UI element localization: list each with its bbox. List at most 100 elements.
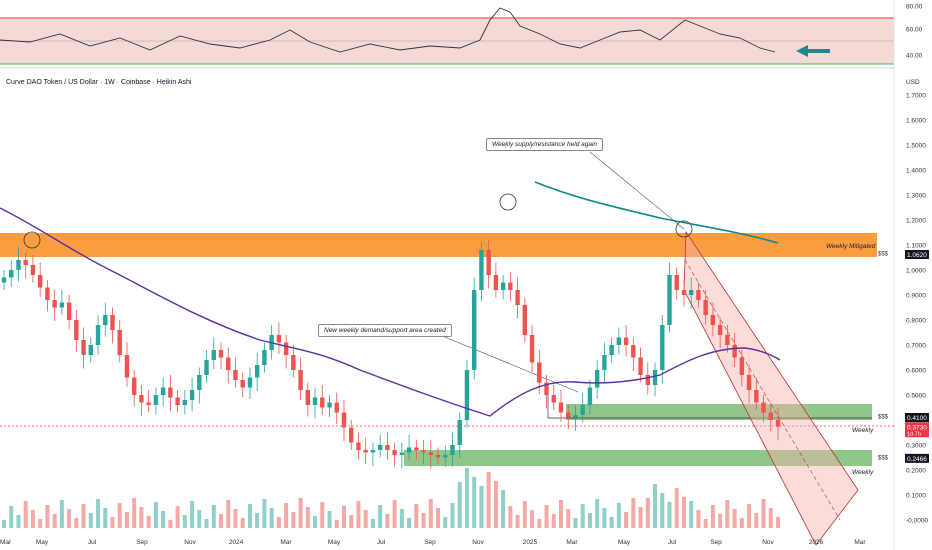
candle-body	[182, 400, 188, 405]
candle-body	[240, 380, 245, 388]
candle-body	[327, 402, 332, 408]
volume-bar	[378, 505, 383, 528]
candle-body	[276, 335, 282, 343]
volume-bar	[269, 508, 274, 528]
volume-bar	[725, 500, 730, 528]
volume-bar	[45, 505, 50, 528]
x-tick-label: 2024	[229, 539, 244, 546]
x-tick-label: Mar	[280, 539, 292, 546]
candle-body	[515, 290, 520, 305]
rsi-y-axis[interactable]: 80.00 60.00 40.00	[906, 4, 923, 60]
y-tick-label: 1.4000	[906, 168, 926, 175]
volume-bar	[9, 506, 14, 528]
volume-bar	[501, 490, 506, 528]
volume-bar	[689, 501, 694, 528]
candle-body	[45, 287, 50, 300]
volume-bar	[349, 515, 354, 528]
candle-body	[645, 375, 650, 385]
candle-body	[88, 345, 94, 355]
x-tick-label: Sep	[136, 539, 148, 546]
candle-body	[725, 335, 730, 345]
candle-body	[30, 265, 36, 275]
candle-body	[363, 450, 368, 453]
volume-bar	[754, 513, 759, 528]
x-tick-label: May	[36, 539, 49, 546]
volume-bar	[414, 504, 419, 528]
weekly-supply-zone	[0, 233, 877, 257]
candle-body	[283, 342, 289, 355]
volume-bar	[457, 482, 462, 528]
volume-bar	[530, 510, 535, 528]
candle-body	[9, 270, 14, 278]
candle-body	[537, 362, 542, 383]
volume-bar	[211, 505, 216, 528]
candle-body	[312, 397, 318, 405]
x-axis[interactable]: Mar May Jul Sep Nov 2024 Mar May Jul Sep Nov 2025 Ma…	[0, 539, 866, 546]
volume-bar	[276, 517, 281, 528]
x-tick-label: Jul	[88, 539, 97, 546]
candle-body	[226, 357, 231, 370]
volume-bar	[558, 500, 563, 528]
volume-bar	[38, 519, 43, 528]
high-marker-2	[499, 193, 517, 211]
candle-body	[457, 420, 462, 445]
candle-body	[594, 370, 600, 388]
candle-body	[616, 337, 622, 345]
candle-body	[710, 315, 716, 325]
candle-body	[218, 350, 224, 358]
candle-body	[291, 355, 296, 370]
volume-bar	[464, 468, 469, 528]
x-tick-label: May	[618, 539, 631, 546]
price-badge-value: 0.3730	[907, 424, 927, 431]
candle-body	[146, 402, 151, 405]
candles	[1, 240, 781, 469]
y-tick-label: -0.0000	[906, 518, 928, 525]
candle-body	[667, 275, 672, 325]
candle-body	[587, 387, 593, 405]
candle-body	[428, 452, 433, 455]
candle-body	[81, 340, 86, 355]
candle-body	[435, 455, 441, 458]
y-axis[interactable]: 1.7000 1.6000 1.5000 1.4000 1.3000 1.2000 1.10…	[906, 93, 928, 525]
volume-bar	[110, 517, 115, 528]
volume-bar	[732, 509, 737, 528]
candle-body	[746, 375, 752, 390]
candle-body	[638, 357, 643, 375]
volume-bar	[255, 513, 260, 528]
candle-body	[761, 402, 766, 413]
volume-bar	[710, 505, 715, 528]
volume-bar	[761, 499, 766, 528]
volume-bar	[175, 506, 180, 528]
candle-body	[631, 345, 636, 358]
candle-body	[175, 397, 180, 405]
volume-bar	[703, 519, 708, 528]
rsi-line	[0, 7, 776, 53]
volume-bar	[747, 504, 752, 528]
volume-bar	[399, 509, 404, 528]
demand-annotation: New weekly demand/support area created	[318, 324, 452, 337]
y-tick-label: 0.6000	[906, 368, 926, 375]
y-tick-label: 0.5000	[906, 393, 926, 400]
price-badge-tag: $$$	[878, 252, 889, 258]
zone-label-supply: Weekly Mitigated	[826, 243, 876, 250]
y-tick-label: 0.8000	[906, 318, 926, 325]
price-badge-value: 0.4100	[907, 415, 927, 422]
volume-bar	[96, 499, 101, 528]
volume-bar	[30, 510, 35, 528]
candle-body	[385, 445, 390, 450]
price-badge-bg	[905, 250, 929, 259]
candle-body	[544, 382, 549, 395]
volume-bar	[587, 513, 592, 528]
candle-body	[356, 442, 361, 450]
volume-bar	[392, 500, 397, 528]
candle-body	[37, 275, 43, 288]
volume-bar	[718, 514, 723, 528]
volume-bar	[23, 501, 28, 528]
y-tick-label: 1.6000	[906, 118, 926, 125]
volume-bar	[88, 513, 93, 528]
volume-bar	[776, 517, 780, 528]
volume-bar	[609, 517, 614, 528]
volume-bar	[436, 508, 441, 528]
x-tick-label: Jul	[668, 539, 677, 546]
